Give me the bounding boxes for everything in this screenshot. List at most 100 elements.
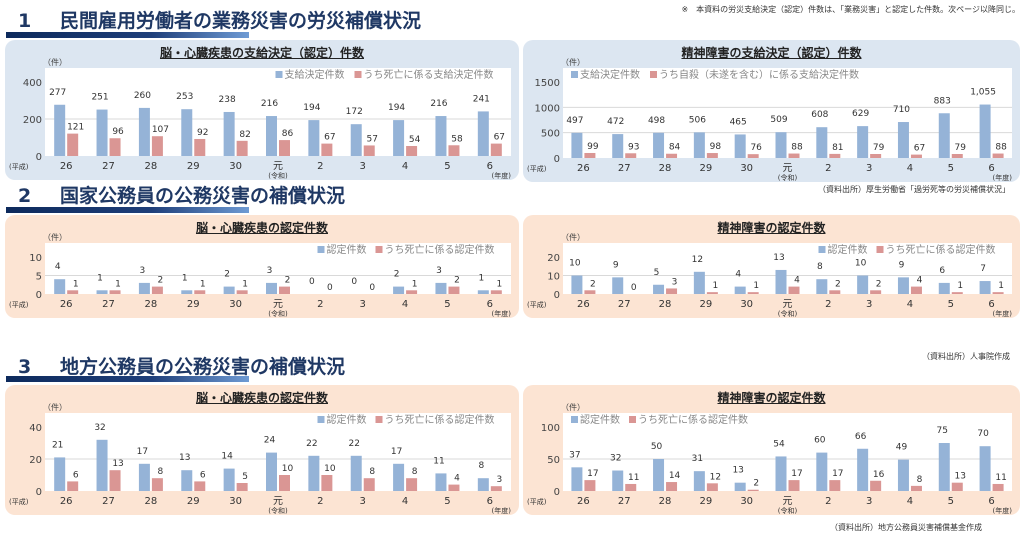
y-tick-label: 0 bbox=[554, 290, 560, 301]
x-tick-label: 26 bbox=[60, 299, 73, 310]
bar-series2 bbox=[747, 292, 759, 294]
chart-panel: 精神障害の支給決定（認定）件数 0 500 1000 1500 （件） 497 99 26 472… bbox=[523, 40, 1020, 182]
bar-series1 bbox=[734, 482, 746, 491]
data-label: 88 bbox=[995, 143, 1007, 153]
chart-svg: 0510（件）4126112732281129213032元0020032143… bbox=[9, 232, 511, 318]
bar-series1 bbox=[897, 459, 909, 491]
x-tick-label: 26 bbox=[577, 496, 590, 507]
bar-series2 bbox=[321, 143, 333, 156]
bar-series2 bbox=[829, 480, 841, 491]
plot-area bbox=[563, 68, 1012, 158]
bar-series1 bbox=[612, 134, 624, 158]
bar-series2 bbox=[236, 483, 248, 491]
bar-series2 bbox=[279, 286, 290, 294]
bar-series1 bbox=[181, 290, 193, 294]
chart-title: 脳・心臓疾患の支給決定（認定）件数 bbox=[159, 46, 364, 60]
x-tick-label: 元 bbox=[273, 496, 283, 507]
bar-series1 bbox=[938, 443, 950, 491]
bar-series2 bbox=[951, 292, 963, 294]
chart-panel: 精神障害の認定件数 0 50 100 （件） 37 17 26 32 11 27 50 14 28 31 12… bbox=[523, 385, 1020, 515]
bar-series1 bbox=[54, 279, 66, 294]
x-tick-label: 2 bbox=[317, 496, 323, 507]
section-number: 3 bbox=[18, 356, 32, 378]
legend-label: 支給決定件数 bbox=[285, 68, 345, 81]
y-unit-label: （件） bbox=[43, 57, 67, 67]
era-label-heisei: (平成) bbox=[9, 300, 29, 309]
data-label: 216 bbox=[261, 99, 278, 109]
data-label: 10 bbox=[282, 464, 294, 474]
x-tick-label: 27 bbox=[618, 299, 631, 310]
data-label: 172 bbox=[346, 107, 363, 117]
x-tick-label: 4 bbox=[907, 299, 913, 310]
legend-swatch bbox=[571, 71, 578, 78]
y-tick-label: 0 bbox=[554, 154, 560, 165]
data-label: 58 bbox=[451, 134, 463, 144]
data-label: 37 bbox=[569, 450, 580, 460]
era-label-heisei: (平成) bbox=[527, 497, 547, 506]
x-tick-label: 29 bbox=[187, 161, 200, 172]
data-label: 7 bbox=[980, 264, 986, 274]
data-label: 92 bbox=[197, 128, 208, 138]
x-tick-label: 6 bbox=[487, 299, 493, 310]
data-label: 8 bbox=[817, 262, 823, 272]
y-tick-label: 0 bbox=[36, 487, 42, 498]
bar-series1 bbox=[435, 282, 447, 294]
data-label: 13 bbox=[732, 466, 743, 476]
data-label: 4 bbox=[794, 276, 800, 286]
bar-series1 bbox=[266, 282, 277, 294]
bar-series2 bbox=[236, 140, 248, 156]
data-label: 3 bbox=[267, 266, 273, 276]
era-label-reiwa: (令和) bbox=[268, 506, 288, 515]
data-label: 3 bbox=[140, 266, 146, 276]
x-tick-label: 30 bbox=[229, 496, 242, 507]
data-label: 1 bbox=[200, 279, 206, 289]
data-label: 2 bbox=[158, 276, 164, 286]
bar-series1 bbox=[693, 471, 705, 491]
section-2-underline bbox=[6, 207, 249, 213]
y-tick-label: 40 bbox=[29, 423, 42, 434]
data-label: 22 bbox=[306, 439, 317, 449]
legend-label: 支給決定件数 bbox=[580, 68, 640, 81]
bar-series1 bbox=[857, 126, 869, 158]
section-3-heading: 3 地方公務員の公務災害の補償状況 bbox=[18, 352, 345, 379]
bar-series1 bbox=[223, 468, 235, 491]
x-tick-label: 6 bbox=[988, 163, 994, 174]
bar-series1 bbox=[612, 470, 624, 491]
era-label-heisei: (平成) bbox=[527, 164, 547, 173]
bar-series1 bbox=[693, 132, 705, 158]
data-label: 9 bbox=[613, 260, 619, 270]
data-label: 96 bbox=[112, 127, 124, 137]
x-tick-label: 3 bbox=[360, 299, 366, 310]
data-label: 194 bbox=[303, 103, 320, 113]
x-tick-label: 28 bbox=[145, 496, 158, 507]
section-2-heading: 2 国家公務員の公務災害の補償状況 bbox=[18, 181, 345, 208]
data-label: 1 bbox=[242, 279, 248, 289]
data-label: 506 bbox=[689, 115, 706, 125]
data-label: 1 bbox=[957, 281, 963, 291]
x-tick-label: 30 bbox=[229, 161, 242, 172]
data-label: 81 bbox=[832, 143, 843, 153]
section-title: 民間雇用労働者の業務災害の労災補償状況 bbox=[60, 10, 422, 32]
bar-series2 bbox=[666, 153, 678, 158]
bar-series2 bbox=[406, 146, 418, 156]
bar-series2 bbox=[321, 475, 333, 491]
bar-series1 bbox=[435, 116, 447, 156]
legend-swatch bbox=[317, 246, 325, 253]
data-label: 5 bbox=[242, 472, 248, 482]
data-label: 98 bbox=[710, 142, 722, 152]
data-label: 0 bbox=[309, 277, 315, 287]
bar-series2 bbox=[870, 480, 882, 491]
x-tick-label: 4 bbox=[907, 496, 913, 507]
section-1-underline bbox=[6, 32, 249, 38]
source-note-2: （資料出所）人事院作成 bbox=[922, 352, 1010, 361]
source-note-1: （資料出所）厚生労働省「過労死等の労災補償状況」 bbox=[818, 185, 1010, 194]
era-label-heisei: (平成) bbox=[527, 300, 547, 309]
bar-series2 bbox=[910, 286, 922, 294]
y-tick-label: 200 bbox=[23, 115, 42, 126]
data-label: 12 bbox=[692, 255, 703, 265]
era-label-reiwa: (令和) bbox=[778, 309, 798, 318]
bar-series2 bbox=[584, 152, 596, 158]
data-label: 10 bbox=[569, 259, 581, 269]
x-tick-label: 元 bbox=[783, 496, 793, 507]
bar-series2 bbox=[490, 486, 502, 491]
